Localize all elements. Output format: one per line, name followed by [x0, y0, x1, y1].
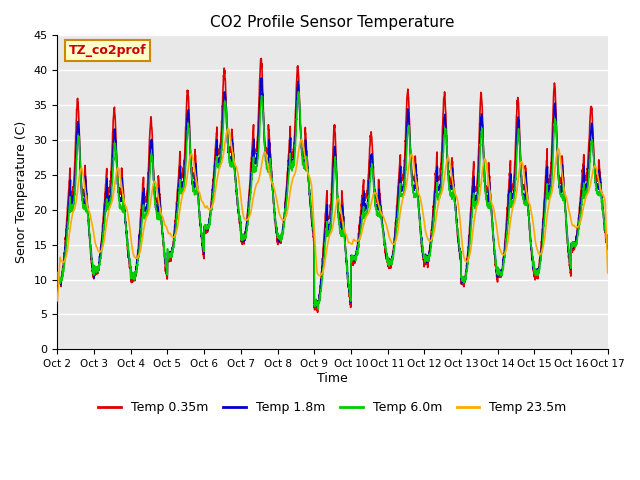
Temp 1.8m — [265, 155, 273, 161]
Temp 6.0m — [593, 191, 601, 197]
Temp 23.5m — [54, 298, 61, 304]
Text: TZ_co2prof: TZ_co2prof — [68, 44, 146, 57]
Temp 1.8m — [54, 272, 61, 277]
Legend: Temp 0.35m, Temp 1.8m, Temp 6.0m, Temp 23.5m: Temp 0.35m, Temp 1.8m, Temp 6.0m, Temp 2… — [93, 396, 572, 420]
Temp 1.8m — [258, 75, 266, 81]
Temp 0.35m — [314, 310, 321, 315]
Temp 1.8m — [149, 156, 157, 162]
Temp 23.5m — [265, 166, 273, 172]
Temp 23.5m — [593, 168, 601, 174]
X-axis label: Time: Time — [317, 372, 348, 385]
Temp 1.8m — [534, 271, 542, 276]
Title: CO2 Profile Sensor Temperature: CO2 Profile Sensor Temperature — [211, 15, 455, 30]
Temp 6.0m — [54, 270, 61, 276]
Temp 6.0m — [264, 167, 272, 173]
Temp 1.8m — [313, 303, 321, 309]
Temp 0.35m — [265, 127, 273, 133]
Temp 1.8m — [604, 240, 612, 246]
Temp 1.8m — [116, 197, 124, 203]
Temp 1.8m — [289, 156, 296, 162]
Line: Temp 1.8m: Temp 1.8m — [58, 78, 608, 306]
Line: Temp 6.0m: Temp 6.0m — [58, 92, 608, 309]
Temp 0.35m — [257, 56, 265, 61]
Temp 23.5m — [149, 184, 157, 190]
Temp 6.0m — [149, 157, 157, 163]
Temp 6.0m — [534, 268, 542, 274]
Temp 0.35m — [534, 272, 542, 277]
Temp 23.5m — [534, 249, 541, 254]
Line: Temp 23.5m: Temp 23.5m — [58, 129, 608, 301]
Temp 1.8m — [593, 184, 601, 190]
Temp 6.0m — [116, 204, 124, 210]
Temp 0.35m — [593, 173, 601, 179]
Y-axis label: Senor Temperature (C): Senor Temperature (C) — [15, 121, 28, 264]
Temp 6.0m — [294, 89, 302, 95]
Temp 23.5m — [116, 173, 124, 179]
Temp 0.35m — [289, 152, 296, 158]
Temp 23.5m — [224, 126, 232, 132]
Temp 23.5m — [604, 270, 612, 276]
Temp 6.0m — [289, 164, 296, 170]
Temp 0.35m — [604, 245, 612, 251]
Temp 6.0m — [604, 239, 612, 245]
Temp 0.35m — [149, 150, 157, 156]
Temp 6.0m — [314, 306, 322, 312]
Temp 0.35m — [116, 190, 124, 196]
Line: Temp 0.35m: Temp 0.35m — [58, 59, 608, 312]
Temp 0.35m — [54, 276, 61, 282]
Temp 23.5m — [289, 177, 296, 183]
